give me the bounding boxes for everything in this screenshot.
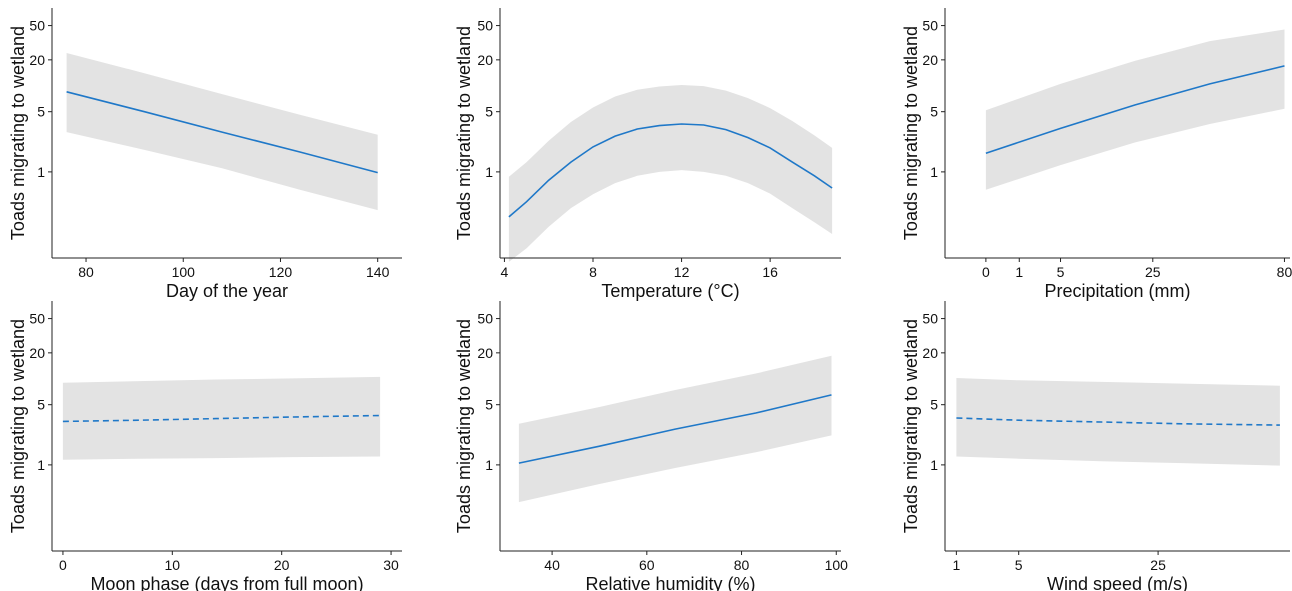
- y-tick-label: 50: [477, 18, 493, 34]
- y-axis-title: Toads migrating to wetland: [8, 319, 28, 533]
- y-tick-label: 20: [922, 345, 938, 361]
- y-tick-label: 50: [29, 18, 45, 34]
- x-tick-label: 5: [1057, 264, 1065, 280]
- panel-3: 1 5 20 50 0 1 5 25 80 Precipitation (mm) Toads mig…: [901, 8, 1292, 301]
- y-tick-label: 5: [930, 104, 938, 120]
- fitted-line: [985, 65, 1285, 154]
- confidence-band: [62, 376, 381, 460]
- fitted-line: [508, 123, 833, 218]
- panel-5: 1 5 20 50 40 60 80 100 Relative humidity (%) Toad…: [454, 301, 848, 591]
- x-tick-label: 20: [274, 557, 290, 573]
- fitted-line: [956, 417, 1280, 426]
- x-tick-label: 25: [1145, 264, 1161, 280]
- y-tick-label: 20: [29, 52, 45, 68]
- y-tick-label: 1: [930, 457, 938, 473]
- x-tick-label: 120: [269, 264, 293, 280]
- y-tick-label: 5: [930, 397, 938, 413]
- x-axis-title: Day of the year: [166, 281, 288, 301]
- fitted-line: [518, 394, 832, 464]
- x-tick-label: 1: [952, 557, 960, 573]
- confidence-band: [508, 85, 833, 262]
- x-tick-label: 80: [734, 557, 750, 573]
- confidence-band: [985, 29, 1285, 190]
- panel-1: 1 5 20 50 80 100 120 140 Day of the year Toads mi…: [8, 8, 402, 301]
- panel-4: 1 5 20 50 0 10 20 30 Moon phase (days from full …: [8, 301, 402, 591]
- x-tick-label: 0: [982, 264, 990, 280]
- y-axis-title: Toads migrating to wetland: [454, 26, 474, 240]
- y-axis-title: Toads migrating to wetland: [454, 319, 474, 533]
- fitted-line: [62, 414, 381, 423]
- x-tick-label: 5: [1015, 557, 1023, 573]
- y-tick-label: 50: [922, 311, 938, 327]
- x-axis-title: Relative humidity (%): [585, 574, 755, 591]
- x-axis-title: Precipitation (mm): [1044, 281, 1190, 301]
- y-tick-label: 5: [37, 104, 45, 120]
- x-tick-label: 10: [165, 557, 181, 573]
- y-axis-title: Toads migrating to wetland: [901, 319, 921, 533]
- x-tick-label: 40: [544, 557, 560, 573]
- panel-2: 1 5 20 50 4 8 12 16 Temperature (°C) Toads migrat…: [454, 8, 841, 301]
- y-axis-title: Toads migrating to wetland: [8, 26, 28, 240]
- x-tick-label: 0: [59, 557, 67, 573]
- x-tick-label: 80: [1277, 264, 1292, 280]
- x-tick-label: 1: [1015, 264, 1023, 280]
- y-tick-label: 5: [37, 397, 45, 413]
- y-tick-label: 1: [37, 457, 45, 473]
- y-tick-label: 20: [922, 52, 938, 68]
- x-tick-label: 25: [1150, 557, 1166, 573]
- x-axis-title: Moon phase (days from full moon): [90, 574, 363, 591]
- y-tick-label: 50: [477, 311, 493, 327]
- y-tick-label: 50: [29, 311, 45, 327]
- y-tick-label: 1: [930, 164, 938, 180]
- x-axis-title: Temperature (°C): [601, 281, 739, 301]
- x-tick-label: 12: [674, 264, 690, 280]
- y-tick-label: 20: [29, 345, 45, 361]
- y-tick-label: 5: [485, 397, 493, 413]
- x-tick-label: 30: [383, 557, 399, 573]
- fitted-line: [66, 91, 378, 174]
- x-tick-label: 8: [589, 264, 597, 280]
- y-tick-label: 1: [485, 457, 493, 473]
- x-tick-label: 100: [825, 557, 849, 573]
- x-tick-label: 140: [366, 264, 390, 280]
- x-tick-label: 80: [78, 264, 94, 280]
- y-axis-title: Toads migrating to wetland: [901, 26, 921, 240]
- y-tick-label: 1: [37, 164, 45, 180]
- y-tick-label: 5: [485, 104, 493, 120]
- y-tick-label: 50: [922, 18, 938, 34]
- x-axis-title: Wind speed (m/s): [1047, 574, 1188, 591]
- y-tick-label: 20: [477, 345, 493, 361]
- y-tick-label: 20: [477, 52, 493, 68]
- x-tick-label: 100: [172, 264, 196, 280]
- y-tick-label: 1: [485, 164, 493, 180]
- x-tick-label: 16: [762, 264, 778, 280]
- x-tick-label: 4: [501, 264, 509, 280]
- x-tick-label: 60: [639, 557, 655, 573]
